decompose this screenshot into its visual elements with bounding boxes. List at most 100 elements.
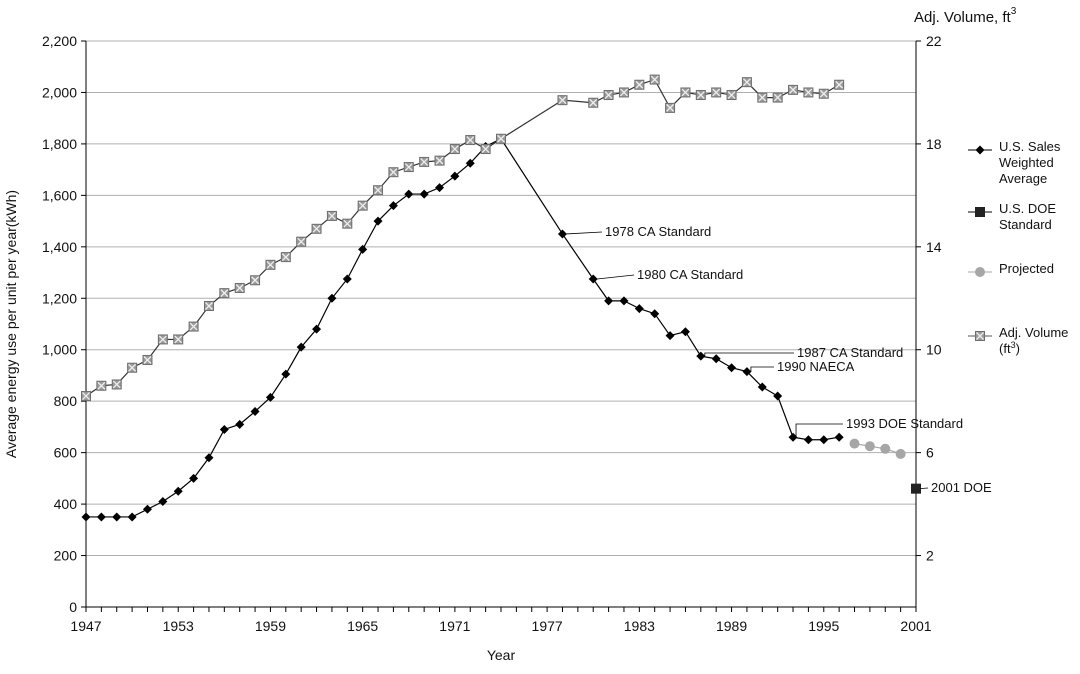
series-3-point-12-cross [266, 260, 275, 269]
series-3-point-32 [634, 79, 645, 90]
series-3-point-29 [588, 97, 599, 108]
series-3-point-40 [757, 92, 768, 103]
series-0-point-8 [204, 453, 214, 463]
series-0-point-20 [388, 201, 398, 211]
axes: 0 200 400 600 800 1,000 1,200 1,400 1,600 1,800 2,… [3, 6, 1017, 663]
series-3-point-4-cross [143, 356, 152, 364]
legend-label: Weighted [999, 155, 1054, 170]
series-3-point-5 [157, 334, 168, 345]
annotation-label: 1978 CA Standard [605, 224, 711, 239]
series-3-point-43 [803, 87, 814, 98]
series-1-point-0 [911, 483, 921, 494]
series-0-point-41 [773, 391, 783, 401]
series-0-point-30 [604, 296, 614, 306]
series-3-point-6 [173, 334, 184, 345]
series-3-point-2-cross [112, 380, 121, 389]
annotation-label: 1987 CA Standard [797, 345, 903, 360]
series-0-point-36 [696, 351, 706, 361]
legend-label: Projected [999, 261, 1054, 276]
legend-label: Standard [999, 217, 1052, 232]
series-3-point-22-cross [420, 157, 429, 166]
series-3-point-42 [788, 84, 799, 95]
y-tick-label: 1,800 [42, 136, 77, 152]
series-0-point-44 [819, 435, 829, 445]
legend-label: (ft3) [999, 340, 1020, 356]
x-tick-label: 1989 [716, 618, 747, 634]
series-3-point-29-cross [589, 98, 598, 107]
series-3-point-15 [311, 223, 322, 234]
y-tick-label: 0 [69, 599, 77, 615]
series-3-point-39 [741, 77, 752, 88]
legend-label: Average [999, 171, 1047, 186]
series-0-point-5 [158, 497, 168, 507]
legend-marker-2 [975, 267, 985, 277]
series-3-point-14-cross [297, 237, 306, 246]
series-3-point-10 [234, 282, 245, 293]
series-2-point-3 [895, 448, 906, 459]
series-3-point-34 [665, 102, 676, 113]
series-3-point-24 [449, 144, 460, 155]
series-3-point-33 [649, 74, 660, 85]
y-tick-label: 1,000 [42, 342, 77, 358]
legend-marker-3-cross [976, 332, 984, 340]
series-3-point-35-cross [681, 88, 690, 97]
series-0-point-2 [112, 512, 122, 522]
series-0-point-4 [142, 504, 152, 514]
series-3-point-9-cross [220, 289, 229, 298]
x-tick-label: 1977 [532, 618, 563, 634]
x-axis-label: Year [487, 647, 516, 663]
series-3-point-24-cross [450, 145, 459, 154]
series-3-point-7-cross [189, 322, 198, 331]
series-2-point-0 [849, 438, 860, 449]
legend-label: Adj. Volume [999, 325, 1068, 340]
series-0-point-24 [450, 171, 460, 181]
x-tick-label: 1959 [255, 618, 286, 634]
annotation-leader-5 [919, 487, 929, 490]
series-3-point-22 [419, 156, 430, 167]
y2-tick-label: 6 [926, 445, 934, 461]
x-tick-label: 1995 [808, 618, 839, 634]
series-3-point-1-cross [97, 381, 106, 390]
series-3-point-43-cross [804, 88, 813, 97]
legend-label-sup: 3 [1011, 340, 1016, 350]
series-3-point-15-cross [312, 224, 321, 233]
series-0-point-38 [727, 363, 737, 373]
series-0-point-16 [327, 293, 337, 303]
series-3-point-44 [818, 88, 829, 99]
series-3-point-16 [326, 210, 337, 221]
series-3-point-21 [403, 162, 414, 173]
y2-tick-label: 2 [926, 548, 934, 564]
series-3-point-31-cross [620, 88, 628, 97]
series-3-point-3 [127, 362, 138, 373]
series-3-point-17 [342, 218, 353, 229]
annotation-label: 1990 NAECA [777, 359, 855, 374]
series-3-point-3-cross [128, 363, 137, 372]
y-tick-label: 400 [54, 496, 78, 512]
series-3-point-31 [618, 87, 629, 98]
y-tick-label: 1,400 [42, 239, 77, 255]
series-3-point-4 [142, 355, 153, 366]
series-0-point-7 [189, 473, 199, 483]
annotation-label: 1980 CA Standard [637, 267, 743, 282]
series-line-2 [854, 443, 901, 455]
y-tick-label: 2,000 [42, 84, 77, 100]
y-tick-label: 1,600 [42, 187, 77, 203]
series-3-point-28 [557, 95, 568, 106]
y2-tick-label: 18 [926, 136, 942, 152]
legend-marker-1 [975, 207, 985, 217]
series-0-point-31 [619, 296, 629, 306]
y2-axis-label-sup: 3 [1011, 6, 1017, 17]
series-3-point-16-cross [327, 211, 336, 220]
annotation-leader-4 [795, 423, 843, 438]
series-3-point-41-cross [773, 93, 782, 102]
series-3-point-30-cross [604, 91, 613, 99]
legend-marker-3 [975, 331, 985, 341]
series-3-point-14 [296, 236, 307, 247]
y-axis-label: Average energy use per unit per year(kWh… [3, 190, 19, 458]
series-3-point-21-cross [404, 163, 413, 172]
legend-marker-0 [975, 145, 985, 155]
